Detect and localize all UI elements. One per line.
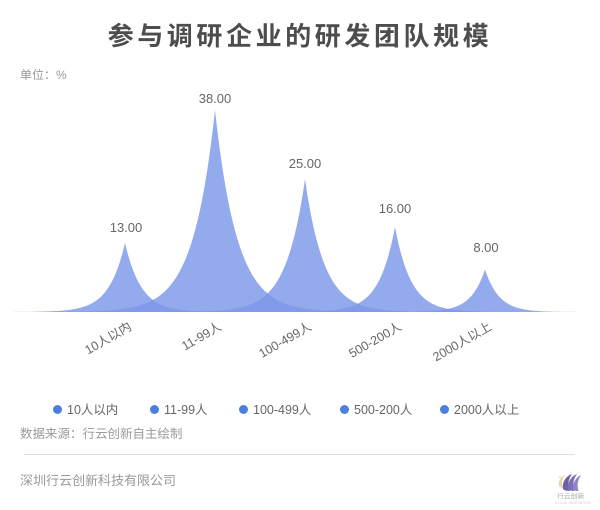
svg-text:CLOUD INNOVATION: CLOUD INNOVATION bbox=[555, 501, 591, 505]
svg-text:行云创新: 行云创新 bbox=[557, 492, 584, 501]
